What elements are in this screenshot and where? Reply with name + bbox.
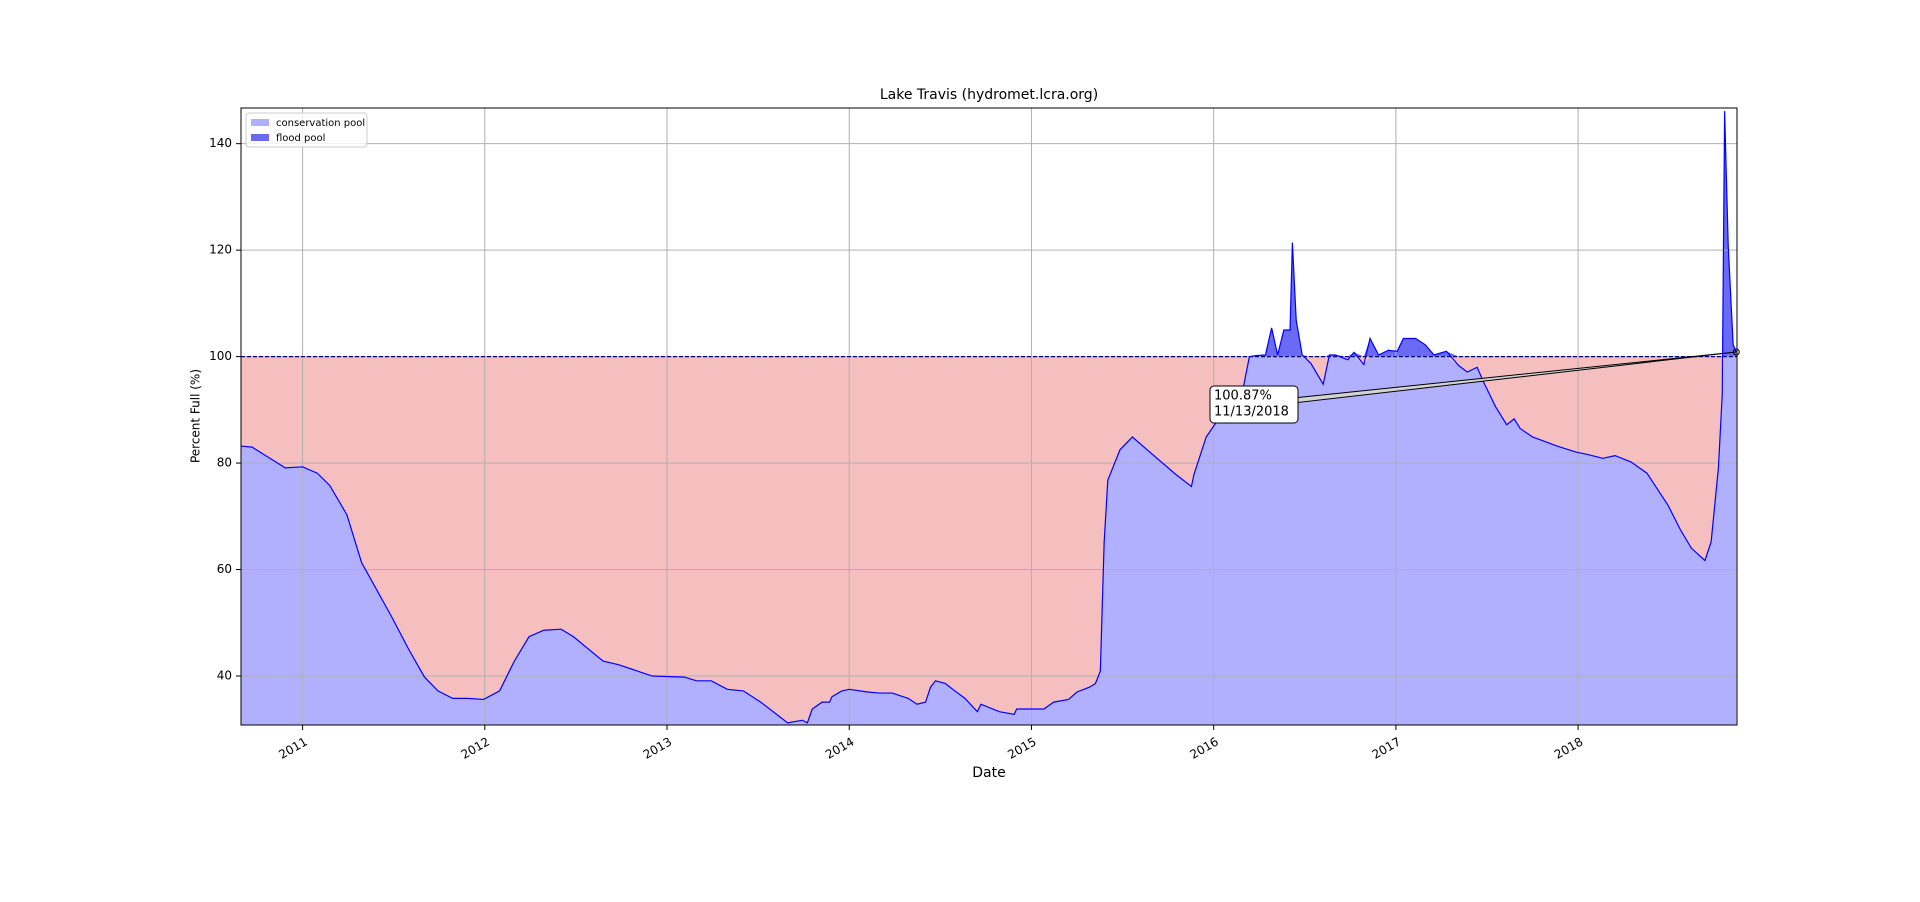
y-tick-label: 100	[209, 349, 232, 363]
legend-label: conservation pool	[276, 118, 365, 129]
annotation-value: 100.87%	[1214, 389, 1272, 404]
y-tick-label: 60	[217, 562, 232, 576]
annotation-marker	[1732, 348, 1740, 356]
y-tick-label: 40	[217, 669, 232, 683]
x-tick-label: 2016	[1187, 735, 1220, 762]
y-tick-label: 80	[217, 456, 232, 470]
x-tick-label: 2013	[641, 735, 674, 762]
legend-box	[245, 112, 368, 148]
level-line	[240, 111, 1737, 724]
empty-pool-area	[241, 356, 1737, 723]
plot-frame	[240, 107, 1738, 726]
annotation-date: 11/13/2018	[1214, 405, 1289, 420]
y-axis-label: Percent Full (%)	[189, 369, 203, 463]
x-tick-label: 2011	[276, 735, 309, 762]
flood-pool-area	[241, 111, 1737, 357]
x-tick-label: 2014	[823, 735, 856, 762]
x-axis-label: Date	[972, 765, 1005, 781]
x-tick-label: 2015	[1005, 735, 1038, 762]
legend-label: flood pool	[276, 133, 325, 144]
legend-swatch	[251, 134, 269, 141]
chart-title: Lake Travis (hydromet.lcra.org)	[880, 87, 1098, 103]
annotation-box	[1209, 385, 1299, 424]
legend: conservation pool flood pool	[245, 112, 368, 148]
legend-swatch	[251, 119, 269, 126]
x-tick-label: 2012	[459, 735, 492, 762]
x-tick-label: 2017	[1370, 735, 1403, 762]
conservation-pool-area	[241, 356, 1737, 725]
y-tick-label: 120	[209, 243, 232, 257]
x-tick-label: 2018	[1552, 735, 1585, 762]
y-tick-label: 140	[209, 136, 232, 150]
